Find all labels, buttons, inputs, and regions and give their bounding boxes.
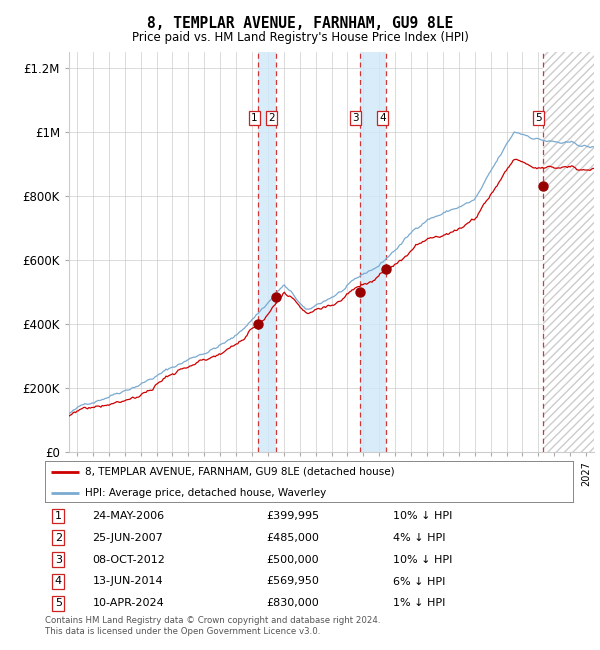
Text: 3: 3: [352, 113, 359, 123]
Text: 10% ↓ HPI: 10% ↓ HPI: [394, 554, 453, 565]
Text: £485,000: £485,000: [267, 533, 320, 543]
Text: 10% ↓ HPI: 10% ↓ HPI: [394, 511, 453, 521]
Text: 1: 1: [251, 113, 257, 123]
Text: 5: 5: [55, 599, 62, 608]
Text: 8, TEMPLAR AVENUE, FARNHAM, GU9 8LE: 8, TEMPLAR AVENUE, FARNHAM, GU9 8LE: [147, 16, 453, 31]
Text: 25-JUN-2007: 25-JUN-2007: [92, 533, 163, 543]
Text: 2: 2: [268, 113, 275, 123]
Text: 5: 5: [535, 113, 542, 123]
Text: £569,950: £569,950: [267, 577, 320, 586]
Text: 24-MAY-2006: 24-MAY-2006: [92, 511, 164, 521]
Text: 13-JUN-2014: 13-JUN-2014: [92, 577, 163, 586]
Text: HPI: Average price, detached house, Waverley: HPI: Average price, detached house, Wave…: [85, 488, 326, 498]
Text: 1% ↓ HPI: 1% ↓ HPI: [394, 599, 446, 608]
Text: This data is licensed under the Open Government Licence v3.0.: This data is licensed under the Open Gov…: [45, 627, 320, 636]
Text: Contains HM Land Registry data © Crown copyright and database right 2024.: Contains HM Land Registry data © Crown c…: [45, 616, 380, 625]
Text: 4: 4: [55, 577, 62, 586]
Bar: [543, 52, 594, 452]
Text: 4% ↓ HPI: 4% ↓ HPI: [394, 533, 446, 543]
Text: 4: 4: [379, 113, 386, 123]
Text: £399,995: £399,995: [267, 511, 320, 521]
Text: 2: 2: [55, 533, 62, 543]
Text: 6% ↓ HPI: 6% ↓ HPI: [394, 577, 446, 586]
Text: 08-OCT-2012: 08-OCT-2012: [92, 554, 166, 565]
Text: 8, TEMPLAR AVENUE, FARNHAM, GU9 8LE (detached house): 8, TEMPLAR AVENUE, FARNHAM, GU9 8LE (det…: [85, 467, 394, 477]
Text: 10-APR-2024: 10-APR-2024: [92, 599, 164, 608]
Bar: [359, 52, 386, 452]
Text: £830,000: £830,000: [267, 599, 320, 608]
Text: 1: 1: [55, 511, 62, 521]
Text: £500,000: £500,000: [267, 554, 319, 565]
Text: 3: 3: [55, 554, 62, 565]
Bar: [258, 52, 275, 452]
Text: Price paid vs. HM Land Registry's House Price Index (HPI): Price paid vs. HM Land Registry's House …: [131, 31, 469, 44]
